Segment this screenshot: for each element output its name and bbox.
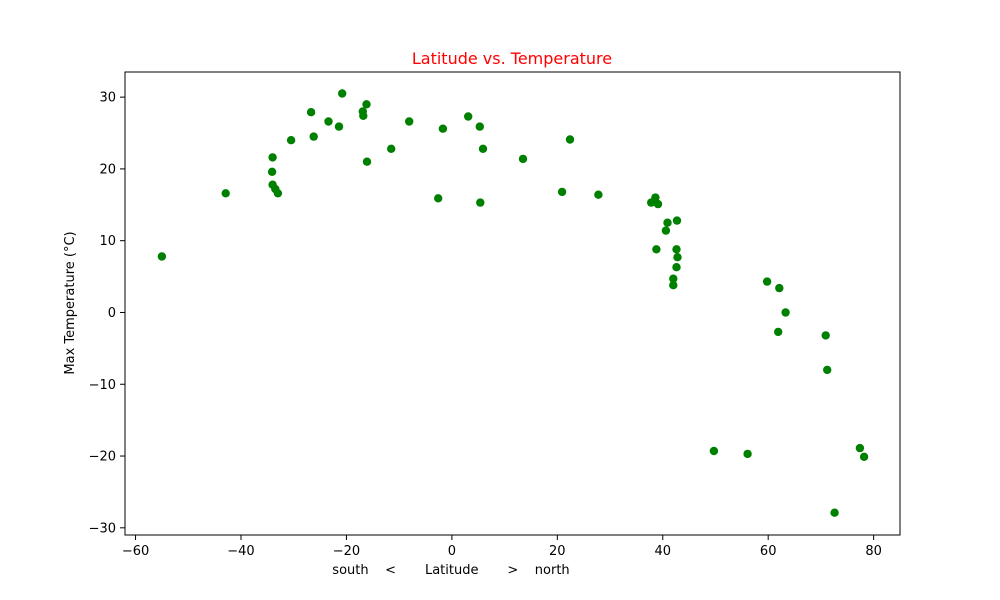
data-point xyxy=(669,274,678,283)
x-axis-label: south < Latitude > north xyxy=(332,563,569,578)
data-point xyxy=(387,144,396,153)
y-tick-label: 20 xyxy=(99,162,116,177)
data-point xyxy=(859,452,869,461)
y-axis: −30 −20 −10 0 10 20 30 xyxy=(89,91,125,536)
data-point xyxy=(306,108,316,117)
data-point xyxy=(830,508,839,517)
data-point xyxy=(267,167,277,176)
data-point xyxy=(652,245,661,254)
data-point xyxy=(309,132,318,141)
data-point xyxy=(475,122,484,131)
data-point xyxy=(651,193,660,202)
x-tick-label: 80 xyxy=(865,544,882,559)
data-point xyxy=(821,331,830,340)
data-point xyxy=(221,189,230,198)
y-axis-label: Max Temperature (°C) xyxy=(63,231,78,374)
data-point xyxy=(362,100,371,109)
data-point xyxy=(653,199,663,209)
data-point xyxy=(661,226,671,235)
y-tick-label: −30 xyxy=(89,521,116,536)
x-tick-label: 0 xyxy=(448,544,456,559)
data-point xyxy=(774,327,783,337)
y-tick-label: 10 xyxy=(99,234,116,249)
x-tick-label: −20 xyxy=(333,544,360,559)
data-point xyxy=(565,135,575,144)
data-point xyxy=(518,154,528,164)
data-point xyxy=(594,190,603,199)
plot-area xyxy=(124,71,901,536)
y-tick-label: 0 xyxy=(108,306,116,321)
x-axis: −60 −40 −20 0 20 40 60 80 xyxy=(122,535,882,559)
data-point xyxy=(157,252,167,261)
data-point xyxy=(672,263,681,272)
data-point xyxy=(268,153,277,162)
data-point xyxy=(781,308,790,317)
data-points xyxy=(157,89,869,517)
data-point xyxy=(743,449,752,459)
data-point xyxy=(362,157,372,166)
data-point xyxy=(438,124,448,133)
data-point xyxy=(338,89,347,98)
y-tick-label: 30 xyxy=(99,91,116,106)
data-point xyxy=(476,198,485,207)
data-point xyxy=(434,194,443,203)
x-tick-label: 40 xyxy=(654,544,671,559)
data-point xyxy=(663,218,672,227)
data-point xyxy=(762,277,772,286)
data-point xyxy=(557,187,567,197)
y-tick-label: −20 xyxy=(89,450,116,465)
data-point xyxy=(673,253,682,262)
data-point xyxy=(775,283,784,293)
data-point xyxy=(478,144,488,153)
data-point xyxy=(709,446,719,456)
data-point xyxy=(672,216,682,225)
chart-title: Latitude vs. Temperature xyxy=(412,49,612,68)
data-point xyxy=(286,136,296,145)
data-point xyxy=(672,245,681,254)
y-tick-label: −10 xyxy=(89,378,116,393)
data-point xyxy=(464,112,473,121)
x-tick-label: −40 xyxy=(227,544,254,559)
x-tick-label: 20 xyxy=(549,544,566,559)
data-point xyxy=(273,189,283,198)
data-point xyxy=(359,111,368,121)
data-point xyxy=(823,365,832,375)
data-point xyxy=(855,443,865,453)
x-tick-label: 60 xyxy=(760,544,777,559)
data-point xyxy=(669,281,678,290)
x-tick-label: −60 xyxy=(122,544,149,559)
data-point xyxy=(324,117,333,126)
data-point xyxy=(405,117,414,126)
data-point xyxy=(334,122,344,131)
